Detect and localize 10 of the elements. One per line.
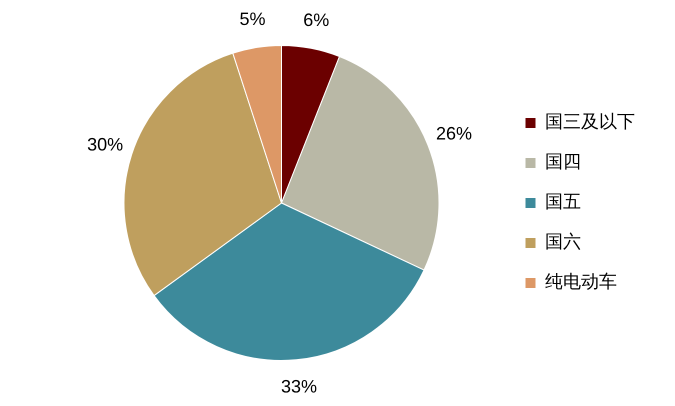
legend-label: 国三及以下: [545, 112, 635, 133]
legend-label: 国五: [545, 192, 581, 213]
data-label: 30%: [87, 134, 124, 155]
data-label: 5%: [239, 8, 266, 29]
legend-label: 纯电动车: [545, 272, 617, 293]
data-label: 33%: [280, 376, 317, 397]
legend-label: 国六: [545, 232, 581, 253]
legend-label: 国四: [545, 152, 581, 173]
data-label: 26%: [436, 124, 472, 144]
data-label: 6%: [303, 10, 330, 30]
